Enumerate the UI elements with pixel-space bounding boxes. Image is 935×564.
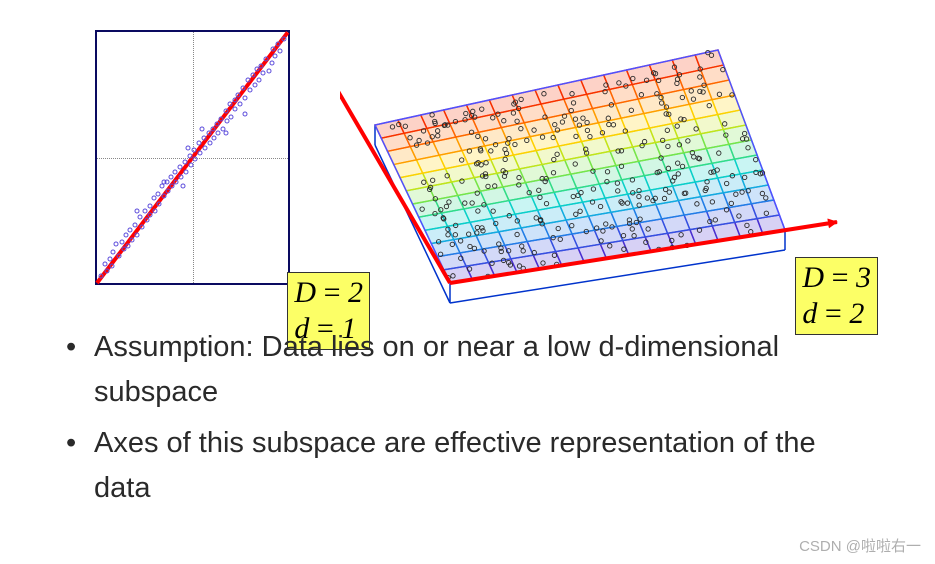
bullet-list: Assumption: Data lies on or near a low d… — [0, 315, 935, 511]
scatter-plot-2d — [95, 30, 290, 285]
bullet-item: Assumption: Data lies on or near a low d… — [60, 325, 875, 415]
figures-row: D = 2 d = 1 D = 3 d = 2 — [0, 0, 935, 315]
figure-3d: D = 3 d = 2 — [340, 25, 840, 305]
D-value: 3 — [856, 261, 871, 294]
surface-plot-3d — [340, 25, 840, 305]
watermark: CSDN @啦啦右一 — [799, 535, 921, 556]
dim-label-3d: D = 3 d = 2 — [795, 257, 878, 335]
figure-2d: D = 2 d = 1 — [95, 30, 310, 305]
bullet-item: Axes of this subspace are effective repr… — [60, 421, 875, 511]
